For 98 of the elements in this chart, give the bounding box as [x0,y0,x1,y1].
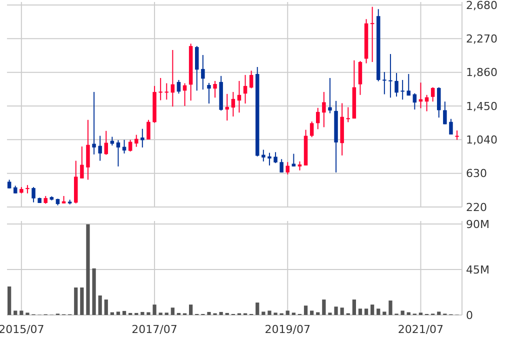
candlestick [32,186,36,203]
candlestick [128,139,132,152]
candlestick [437,86,441,118]
candlestick [116,140,120,167]
bar [80,288,84,315]
bar [382,312,386,315]
bar [364,308,368,315]
bar [92,268,96,315]
y-tick-label: 90M [466,218,490,231]
bar [104,300,108,315]
bar [340,308,344,315]
bar [322,300,326,315]
candlestick [92,91,96,155]
candlestick [280,158,284,173]
candlestick [310,121,314,138]
candlestick [406,73,410,96]
bar [370,304,374,315]
bar [74,288,78,315]
y-tick-label: 0 [466,308,473,322]
y-tick-label: 2,680 [466,0,498,12]
bar [207,312,211,315]
bar [304,306,308,315]
candlestick [382,72,386,95]
bar [8,286,12,315]
y-tick-label: 45M [466,263,490,276]
candlestick [104,130,108,156]
candlestick [98,135,102,162]
bar [310,310,314,315]
bar [140,312,144,315]
candlestick [328,78,332,114]
bar [152,304,156,315]
bar [376,308,380,315]
y-tick-label: 630 [466,167,487,180]
bar [358,308,362,315]
bar [219,312,223,315]
bar [98,295,102,315]
candlestick [207,82,211,104]
candlestick [140,128,144,148]
candlestick [370,6,374,62]
candlestick [225,93,229,122]
candlestick [268,152,272,166]
candlestick [146,119,150,140]
x-tick-label: 2017/07 [132,323,178,336]
bar [146,312,150,315]
candlestick [443,101,447,125]
candlestick [231,91,236,118]
candlestick [26,184,30,194]
candlestick [274,152,278,164]
candlestick [134,134,138,148]
candlestick [213,80,217,98]
bar [262,312,266,315]
bar [268,310,272,315]
bar [116,312,120,315]
candlestick [346,106,350,123]
y-tick-label: 220 [466,200,487,214]
candlestick [455,130,459,140]
candlestick [170,50,175,108]
candlestick [176,79,181,94]
candlestick [394,72,398,98]
bar [388,300,392,315]
candlestick [388,54,392,98]
bar [20,310,24,315]
bar [14,310,18,315]
candlestick [201,54,205,90]
y-tick-label: 2,270 [466,32,498,46]
bar [334,306,338,315]
y-tick-label: 1,040 [466,134,498,147]
bar [400,310,404,315]
candlestick [430,86,435,102]
candlestick [164,82,168,100]
candlestick [400,79,404,100]
candlestick [195,46,199,92]
bar [437,312,441,315]
y-tick-label: 1,860 [466,66,498,80]
candlestick [158,78,162,101]
bar [122,310,126,315]
candlestick [243,74,248,104]
candlestick [358,60,362,96]
bar [86,224,90,315]
candlestick [286,162,290,175]
candlestick [412,92,417,110]
candlestick [237,80,242,114]
candlestick [322,91,326,128]
bar [256,302,260,315]
bar [352,300,356,315]
candlestick [249,70,254,89]
y-tick-label: 1,450 [466,100,498,113]
candlestick [449,118,453,135]
bar [286,310,290,315]
x-tick-label: 2019/07 [264,323,310,336]
bar [170,308,174,315]
candlestick [80,146,84,179]
candlestick [86,119,90,180]
x-tick-label: 2021/07 [398,323,444,336]
candlestick [292,153,296,167]
candlestick [316,107,320,130]
candlestick [262,149,266,162]
bar [189,304,193,315]
